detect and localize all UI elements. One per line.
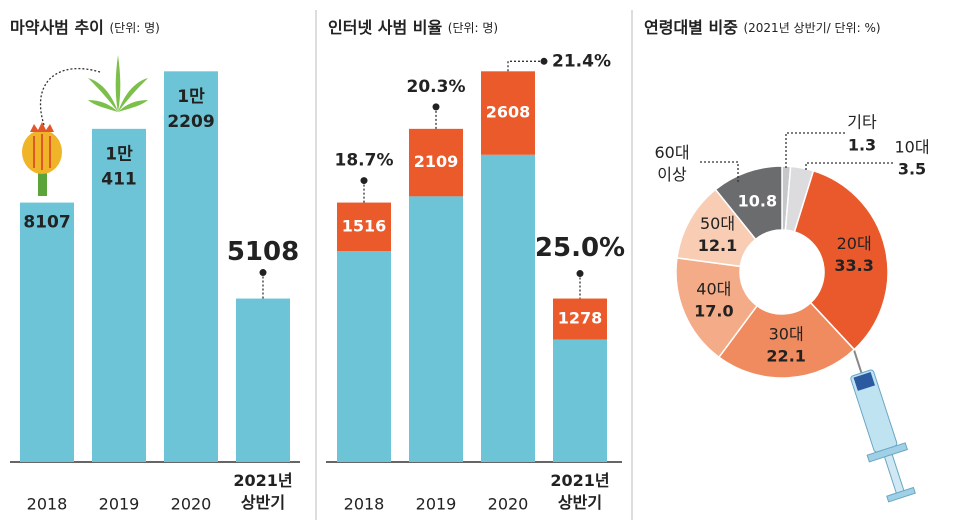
subtitle-text: (단위: 명) bbox=[448, 21, 498, 35]
value-label: 22.1 bbox=[766, 346, 805, 365]
value-label: 3.5 bbox=[898, 160, 926, 179]
category-label: 50대 bbox=[700, 214, 735, 233]
leader-dot bbox=[259, 269, 267, 277]
bar-segment bbox=[337, 202, 391, 252]
value-label: 33.3 bbox=[834, 256, 873, 275]
chart-title: 연령대별 비중 (2021년 상반기/ 단위: %) bbox=[644, 18, 881, 37]
chart-title: 인터넷 사범 비율 (단위: 명) bbox=[328, 18, 498, 37]
subtitle-text: (단위: 명) bbox=[109, 21, 159, 35]
pie-slice bbox=[714, 165, 783, 241]
poppy-illustration bbox=[22, 67, 101, 196]
title-text: 마약사범 추이 bbox=[10, 18, 109, 37]
x-tick-label: 2021년 상반기 bbox=[233, 471, 292, 512]
syringe-illustration bbox=[849, 339, 916, 503]
value-label: 10.8 bbox=[738, 192, 777, 211]
category-label: 30대 bbox=[769, 324, 804, 343]
pie-slice bbox=[675, 257, 759, 359]
bar bbox=[20, 202, 74, 463]
bar bbox=[92, 128, 146, 462]
value-label: 2608 bbox=[486, 103, 531, 122]
value-label: 17.0 bbox=[694, 301, 733, 320]
share-label: 20.3% bbox=[407, 77, 466, 97]
category-label: 기타 bbox=[847, 113, 877, 132]
x-tick-label: 2018 bbox=[344, 495, 385, 514]
chart-title: 마약사범 추이 (단위: 명) bbox=[10, 18, 160, 37]
bar-segment bbox=[409, 128, 463, 197]
share-label: 25.0% bbox=[535, 233, 625, 263]
cannabis-leaf-illustration bbox=[88, 55, 148, 112]
value-label: 1.3 bbox=[848, 136, 876, 155]
x-tick-label: 2019 bbox=[416, 495, 457, 514]
bar-segment bbox=[337, 251, 391, 462]
title-text: 연령대별 비중 bbox=[644, 18, 743, 37]
value-label: 1516 bbox=[342, 216, 387, 235]
pie-slice bbox=[717, 301, 856, 379]
bar bbox=[164, 71, 218, 462]
bar-segment bbox=[553, 339, 607, 462]
bar bbox=[236, 298, 290, 462]
value-label: 5108 bbox=[227, 237, 299, 267]
subtitle-text: (2021년 상반기/ 단위: %) bbox=[743, 21, 880, 35]
category-label: 10대 bbox=[894, 138, 929, 157]
bar-segment bbox=[481, 154, 535, 462]
leader-dot bbox=[540, 57, 548, 65]
leader-line bbox=[805, 162, 895, 170]
share-label: 21.4% bbox=[552, 51, 611, 71]
x-tick-label: 2020 bbox=[171, 495, 212, 514]
x-tick-label: 2018 bbox=[27, 495, 68, 514]
category-label: 60대 이상 bbox=[654, 143, 689, 184]
x-tick-label: 2021년 상반기 bbox=[550, 471, 609, 512]
category-label: 40대 bbox=[696, 279, 731, 298]
leader-line bbox=[700, 161, 739, 182]
bar-segment bbox=[553, 298, 607, 340]
bar-segment bbox=[409, 196, 463, 462]
title-text: 인터넷 사범 비율 bbox=[328, 18, 448, 37]
bar-segment bbox=[481, 71, 535, 155]
value-label: 12.1 bbox=[698, 236, 737, 255]
x-tick-label: 2020 bbox=[488, 495, 529, 514]
leader-dot bbox=[576, 270, 584, 278]
value-label: 8107 bbox=[23, 213, 70, 233]
share-label: 18.7% bbox=[335, 151, 394, 171]
value-label: 1만 2209 bbox=[167, 87, 214, 132]
leader-line bbox=[507, 60, 544, 72]
leader-dot bbox=[432, 103, 440, 111]
value-label: 2109 bbox=[414, 152, 459, 171]
pie-slice bbox=[793, 169, 889, 351]
value-label: 1278 bbox=[558, 308, 603, 327]
category-label: 20대 bbox=[837, 234, 872, 253]
x-tick-label: 2019 bbox=[99, 495, 140, 514]
leader-dot bbox=[360, 177, 368, 185]
value-label: 1만 411 bbox=[101, 144, 137, 189]
